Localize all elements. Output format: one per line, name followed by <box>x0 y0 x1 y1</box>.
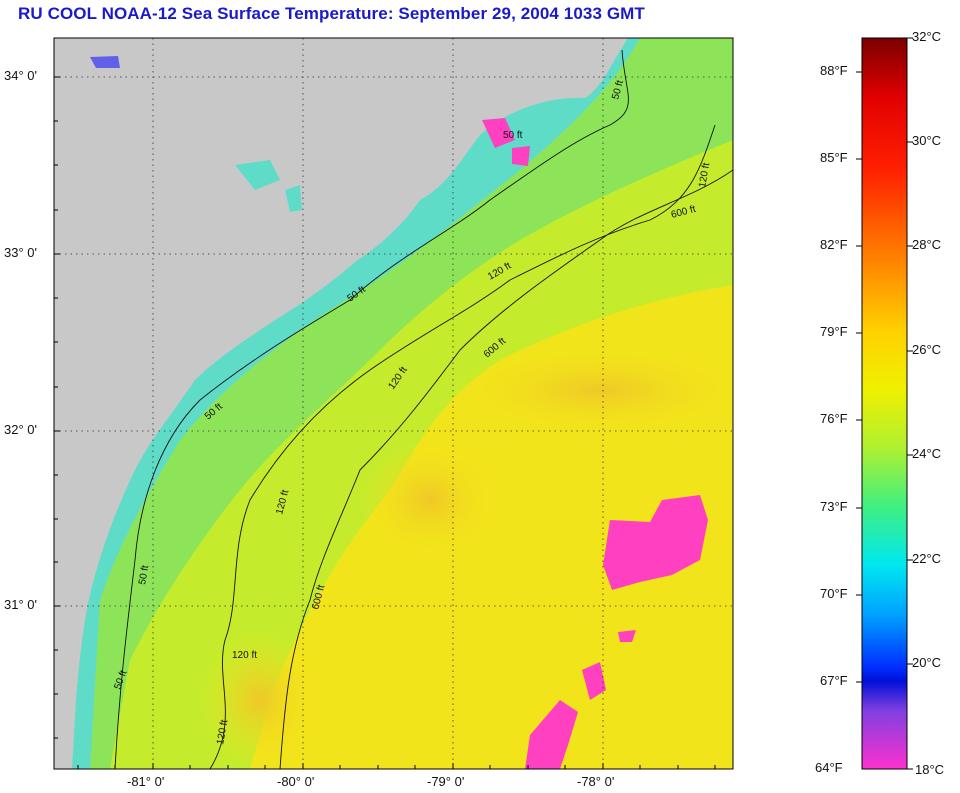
map-frame: 50 ft 50 ft 50 ft 50 ft 50 ft 50 ft 120 … <box>54 38 733 769</box>
cloud-mask <box>482 118 515 148</box>
colorbar-c-label: 22°C <box>912 551 942 566</box>
lon-label: -80° 0' <box>277 774 315 789</box>
colorbar-ticks <box>856 37 913 770</box>
colorbar-c-label: 30°C <box>912 133 942 148</box>
contour-label: 120 ft <box>697 162 712 189</box>
colorbar-f-label: 82°F <box>820 237 848 252</box>
colorbar-f-label: 88°F <box>820 63 848 78</box>
lat-ticks <box>54 76 60 739</box>
lat-label: 32° 0' <box>4 422 37 437</box>
lon-label: -78° 0' <box>577 774 615 789</box>
map-border <box>53 37 734 770</box>
lat-lon-grid <box>54 38 733 769</box>
lat-label: 34° 0' <box>4 68 37 83</box>
cloud-mask <box>582 662 606 700</box>
colorbar-f-label: 70°F <box>820 586 848 601</box>
lon-label: -81° 0' <box>127 774 165 789</box>
colorbar <box>861 37 908 770</box>
inland-water <box>235 160 280 190</box>
cloud-mask <box>525 700 578 769</box>
lon-label: -79° 0' <box>427 774 465 789</box>
colorbar-c-label: 32°C <box>912 29 942 44</box>
colorbar-f-label: 79°F <box>820 324 848 339</box>
lon-ticks <box>77 763 716 769</box>
colorbar-c-label: 18°C <box>915 762 945 777</box>
contour-600ft <box>279 169 733 769</box>
contour-label: 50 ft <box>610 79 626 101</box>
map-title: RU COOL NOAA-12 Sea Surface Temperature:… <box>18 4 645 23</box>
lat-label: 31° 0' <box>4 597 37 612</box>
contour-50ft <box>114 49 629 769</box>
land-mass <box>54 38 628 769</box>
colorbar-c-label: 20°C <box>912 655 942 670</box>
colorbar-f-label: 76°F <box>820 411 848 426</box>
contour-label: 50 ft <box>137 564 151 585</box>
colorbar-c-label: 28°C <box>912 237 942 252</box>
colorbar-f-label: 64°F <box>815 760 843 775</box>
inland-water <box>285 185 302 212</box>
contour-label: 50 ft <box>503 130 523 141</box>
contour-label: 120 ft <box>232 650 257 661</box>
inland-water <box>90 56 120 68</box>
contour-120ft <box>209 124 716 769</box>
colorbar-c-label: 26°C <box>912 342 942 357</box>
cloud-mask <box>512 146 530 166</box>
cloud-mask <box>618 630 636 642</box>
warm-patch-south <box>200 630 320 769</box>
colorbar-f-label: 73°F <box>820 499 848 514</box>
colorbar-f-label: 85°F <box>820 150 848 165</box>
lat-label: 33° 0' <box>4 245 37 260</box>
warm-patch <box>360 440 500 560</box>
contour-label: 120 ft <box>215 719 230 746</box>
depth-contours <box>114 49 733 769</box>
cloud-mask <box>603 495 708 590</box>
colorbar-c-label: 24°C <box>912 446 942 461</box>
warm-core <box>450 345 733 435</box>
colorbar-f-label: 67°F <box>820 673 848 688</box>
